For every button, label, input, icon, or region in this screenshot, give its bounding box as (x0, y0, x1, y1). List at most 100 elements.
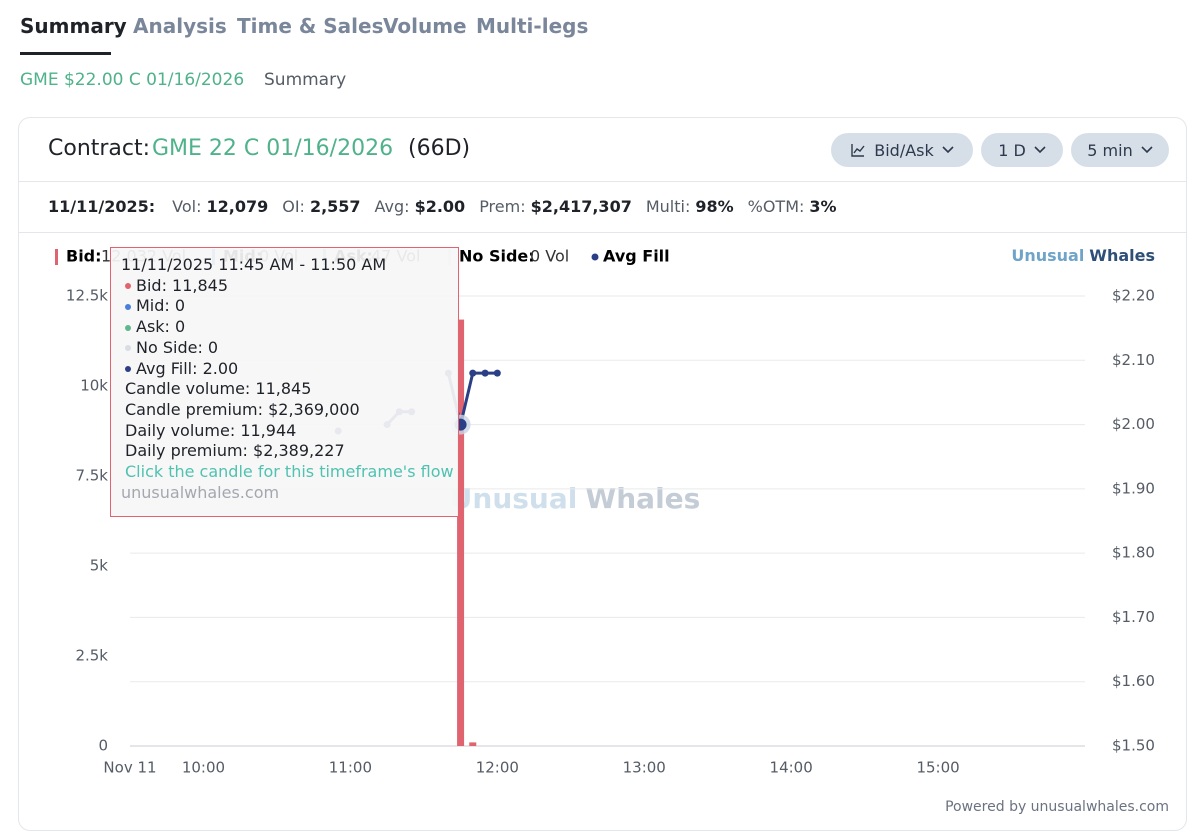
stat-value: $2.00 (414, 197, 466, 216)
tab[interactable]: Multi-legs (476, 14, 589, 38)
stat-label: Multi: (645, 197, 691, 216)
chevron (1034, 146, 1046, 154)
tab[interactable]: Summary (20, 14, 127, 38)
y2-tick-label: $1.90 (1112, 479, 1155, 497)
y-tick-label: 2.5k (75, 647, 108, 665)
tooltip-link[interactable]: Click the candle for this timeframe's fl… (125, 462, 454, 482)
legend-value: 0 Vol (530, 247, 569, 266)
y-tick-label: 12.5k (66, 287, 108, 305)
point (493, 369, 501, 377)
tooltip-item: No Side: 0 (121, 338, 458, 359)
x-tick-label: 11:00 (329, 759, 372, 777)
y2-tick-label: $2.20 (1112, 287, 1155, 305)
legend-marker (591, 253, 599, 261)
y2-tick-label: $2.00 (1112, 415, 1155, 433)
stat-value: 3% (809, 197, 837, 216)
brand-word: Whales (1089, 246, 1155, 265)
stats-date: 11/11/2025: (48, 197, 156, 216)
tooltip-text: Ask: 0 (136, 317, 186, 337)
legend-name: Avg Fill (603, 247, 670, 266)
legend-name: No Side: (459, 247, 535, 266)
chart-mode-button[interactable]: Bid/Ask (831, 133, 973, 167)
tooltip-line: Daily volume: 11,944 (125, 420, 297, 440)
tooltip-dot (125, 283, 131, 290)
tooltip: 11/11/2025 11:45 AM - 11:50 AM Bid: 11,8… (110, 247, 459, 517)
tooltip-text: Bid: 11,845 (136, 275, 229, 295)
x-tick-label: 15:00 (916, 759, 959, 777)
tooltip-dot (125, 366, 131, 373)
interval-button[interactable]: 5 min (1071, 133, 1169, 167)
stat-value: 98% (695, 197, 734, 216)
legend-marker (55, 249, 58, 265)
stats-row: 11/11/2025: Vol: 12,079 OI: 2,557 Avg: $2.00 P… (48, 197, 851, 216)
point (481, 369, 489, 377)
tooltip-line: Candle volume: 11,845 (125, 379, 312, 399)
watermark-word: Whales (585, 482, 700, 515)
stat-value: 12,079 (206, 197, 269, 216)
stat-value: 2,557 (309, 197, 361, 216)
y-tick-label: 10k (80, 377, 108, 395)
breadcrumb-contract[interactable]: GME $22.00 C 01/16/2026 (20, 70, 245, 90)
tooltip-text: No Side: 0 (136, 337, 219, 357)
stat-label: Vol: (172, 197, 202, 216)
y2-tick-label: $1.60 (1112, 672, 1155, 690)
y2-tick-label: $1.70 (1112, 608, 1155, 626)
stat-label: OI: (282, 197, 305, 216)
y-tick-label: 7.5k (75, 467, 108, 485)
y2-tick-label: $1.50 (1112, 737, 1155, 755)
tooltip-item: Avg Fill: 2.00 (121, 359, 458, 380)
button-label: 5 min (1087, 140, 1133, 160)
tooltip-source: unusualwhales.com (121, 482, 280, 502)
footer: Powered by unusualwhales.com (945, 799, 1169, 815)
x-tick-label: 12:00 (476, 759, 519, 777)
tooltip-line: Daily premium: $2,389,227 (125, 441, 345, 461)
tooltip-dot (125, 303, 131, 310)
contract-label: Contract: (48, 136, 151, 161)
tab[interactable]: Analysis (133, 14, 227, 38)
bar (457, 319, 465, 746)
chevron (1141, 146, 1153, 154)
x-tick-label: 10:00 (182, 759, 225, 777)
stats-items: Vol: 12,079 OI: 2,557 Avg: $2.00 Prem: $2,417,3… (172, 197, 850, 216)
brand-logo: Unusual Whales (1011, 246, 1155, 265)
tooltip-dot (125, 324, 131, 331)
tooltip-item: Mid: 0 (121, 296, 458, 317)
point (469, 369, 477, 377)
button-label: 1 D (998, 140, 1026, 160)
card (18, 117, 1187, 831)
tab-underline (20, 52, 111, 55)
bar (469, 742, 477, 746)
y2-tick-label: $1.80 (1112, 544, 1155, 562)
contract-name: GME 22 C 01/16/2026 (152, 136, 394, 161)
tab[interactable]: Time & Sales (237, 14, 384, 38)
tab[interactable]: Volume (383, 14, 467, 38)
tooltip-item: Bid: 11,845 (121, 276, 458, 297)
y-tick-label: 0 (98, 737, 108, 755)
brand-word: Unusual (1011, 246, 1084, 265)
divider (19, 232, 1186, 233)
chevron (942, 146, 954, 154)
range-button[interactable]: 1 D (981, 133, 1063, 167)
stat-label: %OTM: (747, 197, 805, 216)
button-label: Bid/Ask (874, 140, 934, 160)
contract-dte: (66D) (408, 136, 471, 161)
stat-value: $2,417,307 (530, 197, 632, 216)
x-tick-label: 13:00 (623, 759, 666, 777)
y2-tick-label: $2.10 (1112, 351, 1155, 369)
divider (19, 181, 1186, 182)
stat-label: Avg: (374, 197, 410, 216)
stat-label: Prem: (479, 197, 526, 216)
tooltip-text: Mid: 0 (136, 296, 186, 316)
tooltip-text: Avg Fill: 2.00 (136, 358, 239, 378)
breadcrumb-page: Summary (264, 70, 347, 90)
x-tick-label: Nov 11 (103, 759, 156, 777)
legend-name: Bid: (66, 247, 102, 266)
tooltip-dot (125, 345, 131, 352)
tooltip-item: Ask: 0 (121, 317, 458, 338)
tooltip-line: Candle premium: $2,369,000 (125, 399, 360, 419)
x-tick-label: 14:00 (770, 759, 813, 777)
watermark: Unusual Whales (450, 482, 701, 515)
tooltip-title: 11/11/2025 11:45 AM - 11:50 AM (121, 255, 387, 274)
y-tick-label: 5k (90, 557, 109, 575)
